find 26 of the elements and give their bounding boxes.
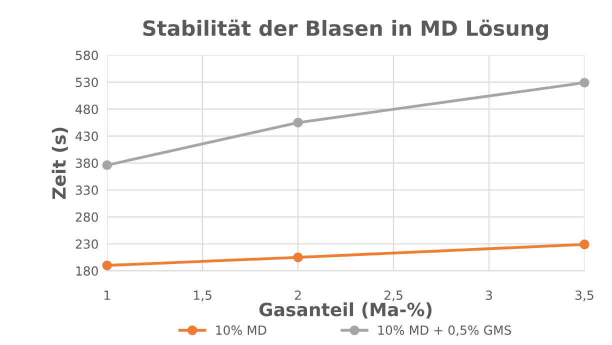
y-tick-label: 230	[76, 239, 98, 249]
y-tick-label: 530	[76, 78, 98, 88]
y-axis-title: Zeit (s)	[52, 128, 68, 200]
y-tick-label: 480	[76, 104, 98, 114]
point	[102, 260, 112, 270]
x-axis-title: Gasanteil (Ma-%)	[259, 302, 432, 318]
point	[293, 252, 303, 262]
y-tick-label: 330	[76, 185, 98, 195]
y-tick-label: 580	[76, 50, 98, 60]
y-tick-label: 180	[76, 266, 98, 276]
x-tick-label: 1	[104, 290, 110, 300]
chart-title: Stabilität der Blasen in MD Lösung	[143, 20, 548, 40]
legend-label: 10% MD	[216, 325, 266, 335]
y-tick-label: 380	[76, 158, 98, 168]
point	[293, 118, 303, 128]
x-tick-label: 2,5	[384, 290, 402, 302]
x-tick-label: 3	[486, 290, 492, 300]
y-tick-label: 430	[76, 132, 98, 141]
point	[102, 160, 112, 170]
point	[580, 240, 590, 250]
y-tick-label: 280	[76, 212, 98, 222]
x-tick-label: 1,5	[194, 290, 212, 302]
legend-label: 10% MD + 0,5% GMS	[378, 325, 512, 336]
x-tick-label: 3,5	[575, 290, 594, 302]
point	[580, 78, 590, 88]
x-tick-label: 2	[294, 290, 301, 300]
